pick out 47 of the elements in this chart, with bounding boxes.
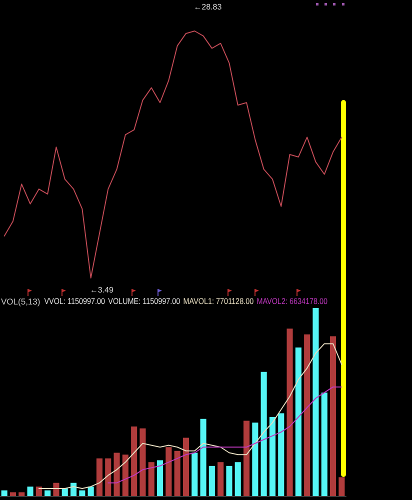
bar: [269, 417, 276, 496]
bar: [182, 438, 190, 496]
bar: [234, 462, 241, 496]
bar: [18, 492, 25, 496]
bar: [10, 492, 16, 496]
bar: [44, 490, 51, 496]
bar: [304, 334, 310, 496]
bar: [131, 426, 138, 496]
bar: [114, 452, 120, 496]
bar: [260, 372, 267, 496]
bar: [157, 460, 164, 496]
bar: [53, 482, 60, 496]
text: VVOL: 1150997.00: [44, 296, 106, 306]
bar: [295, 347, 302, 496]
bar: [192, 452, 198, 496]
bar: [218, 462, 224, 496]
bar: [312, 308, 319, 496]
bar: [148, 462, 154, 496]
bar: [252, 422, 258, 496]
text: ←3.49: [90, 286, 114, 294]
bar: [200, 418, 206, 496]
bar: [321, 392, 328, 496]
bar: [278, 413, 284, 496]
bar: [70, 482, 77, 496]
bar: [96, 458, 103, 496]
text: VOLUME: 1150997.00: [108, 296, 181, 306]
bar: [88, 486, 94, 496]
bar: [244, 420, 250, 496]
bar: [79, 490, 86, 496]
bar: [166, 447, 172, 496]
bar: [62, 488, 68, 496]
text: MAVOL2: 6634178.00: [256, 296, 328, 306]
bar: [122, 454, 128, 496]
bar: [208, 466, 215, 496]
bar: [1, 490, 8, 496]
bar: [174, 450, 180, 496]
text: ←28.83: [194, 2, 222, 12]
text: MAVOL1: 7701128.00: [183, 296, 254, 306]
bar: [286, 328, 293, 496]
chart-title: VOL(5,13): [1, 296, 40, 306]
bar: [226, 466, 232, 496]
bar: [140, 428, 146, 496]
bar: [27, 486, 34, 496]
bar: [330, 336, 336, 496]
bar: [338, 477, 345, 496]
bar: [36, 486, 42, 496]
bar: [105, 458, 112, 496]
